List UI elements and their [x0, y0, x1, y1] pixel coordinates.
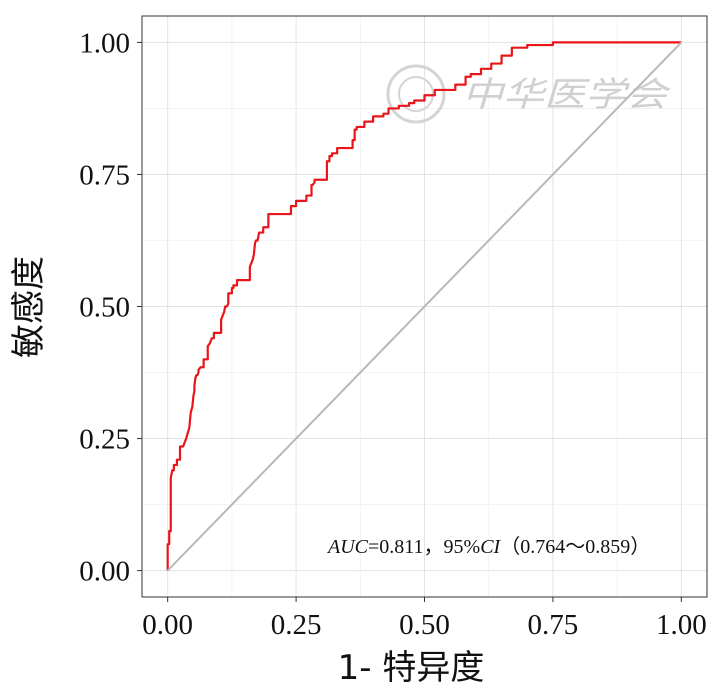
- y-tick-label: 0.75: [79, 159, 130, 191]
- y-axis-ticks: 0.00 0.25 0.50 0.75 1.00: [79, 27, 142, 588]
- y-tick-label: 0.00: [79, 556, 130, 588]
- watermark: 中华医学会: [386, 64, 672, 124]
- y-axis-title: 敏感度: [9, 256, 49, 358]
- auc-label: AUC: [326, 536, 369, 558]
- series-layer: [166, 41, 683, 572]
- reference-diagonal-line: [166, 41, 683, 572]
- x-axis-title: 1- 特异度: [338, 648, 485, 688]
- x-tick-label: 0.50: [399, 609, 450, 641]
- watermark-seal-inner-icon: [398, 76, 434, 112]
- x-axis-ticks: 0.00 0.25 0.50 0.75 1.00: [142, 597, 707, 641]
- y-tick-label: 0.50: [79, 292, 130, 324]
- ci-label: CI: [480, 536, 501, 558]
- x-tick-label: 0.75: [528, 609, 579, 641]
- x-tick-label: 1.00: [656, 609, 707, 641]
- auc-value: =0.811，95%: [368, 536, 480, 558]
- watermark-seal-icon: [386, 64, 446, 124]
- y-tick-label: 1.00: [79, 27, 130, 59]
- auc-annotation: AUC=0.811，95%CI（0.764～0.859）: [326, 535, 650, 558]
- x-tick-label: 0.00: [142, 609, 193, 641]
- y-tick-label: 0.25: [79, 424, 130, 456]
- x-tick-label: 0.25: [271, 609, 322, 641]
- roc-curve-line: [166, 41, 682, 571]
- ci-range: （0.764～0.859）: [500, 535, 650, 558]
- watermark-text: 中华医学会: [462, 75, 672, 115]
